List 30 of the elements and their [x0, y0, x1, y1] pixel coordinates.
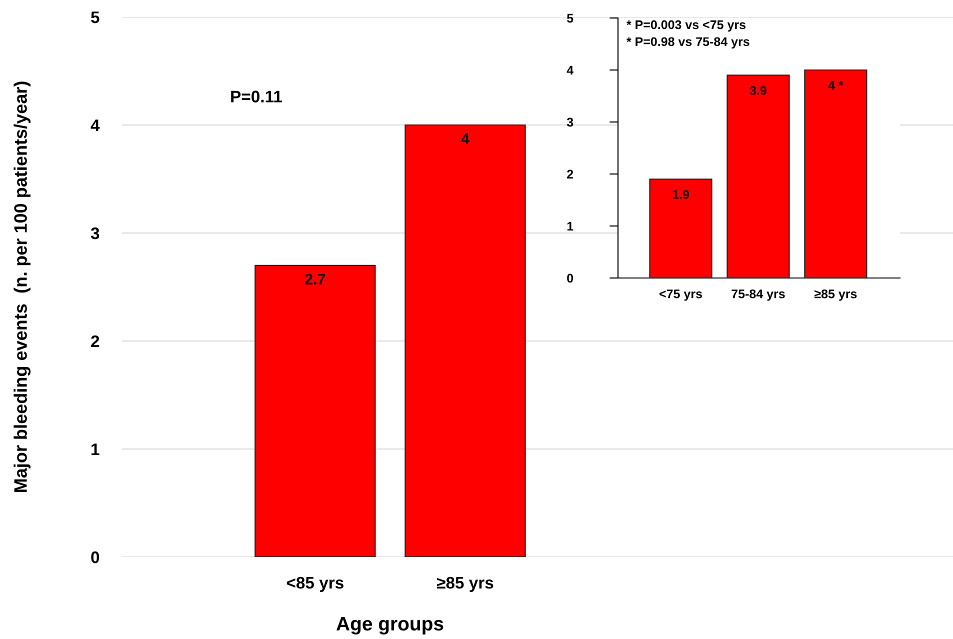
y-tick-label: 4: [90, 120, 100, 132]
y-tick-label: 0: [567, 274, 574, 283]
bar: [649, 178, 712, 278]
x-axis-title: Age groups: [336, 617, 444, 635]
data-label: 4: [461, 134, 470, 144]
x-tick-label: ≥85 yrs: [814, 289, 857, 301]
y-axis-title: Major bleeding events (n. per 100 patients/year): [14, 82, 31, 492]
data-label: 2.7: [305, 274, 326, 284]
data-label: 1.9: [672, 190, 689, 199]
y-tick-label: 1: [92, 444, 100, 456]
x-tick-label: 75-84 yrs: [732, 289, 785, 301]
x-tick-label: <75 yrs: [660, 290, 702, 301]
data-label: 3.9: [750, 86, 766, 95]
y-tick-label: 1: [567, 222, 574, 231]
annotation: * P=0.98 vs 75-84 yrs: [626, 37, 750, 49]
annotation: * P=0.003 vs <75 yrs: [626, 20, 746, 32]
y-tick-label: 2: [567, 170, 574, 179]
y-tick-label: 5: [91, 12, 100, 24]
x-tick-label: <85 yrs: [286, 576, 344, 592]
y-tick-label: 3: [90, 227, 100, 240]
y-tick-label: 3: [566, 118, 574, 127]
bar: [726, 74, 790, 278]
y-tick-label: 5: [566, 14, 574, 23]
y-tick-label: 0: [91, 551, 100, 564]
x-tick-label: ≥85 yrs: [436, 576, 494, 592]
y-tick-label: 2: [91, 335, 100, 348]
y-tick-label: 4: [566, 66, 574, 75]
data-label: 4 *: [828, 81, 844, 90]
annotation: P=0.11: [231, 90, 282, 102]
bar: [804, 69, 868, 278]
